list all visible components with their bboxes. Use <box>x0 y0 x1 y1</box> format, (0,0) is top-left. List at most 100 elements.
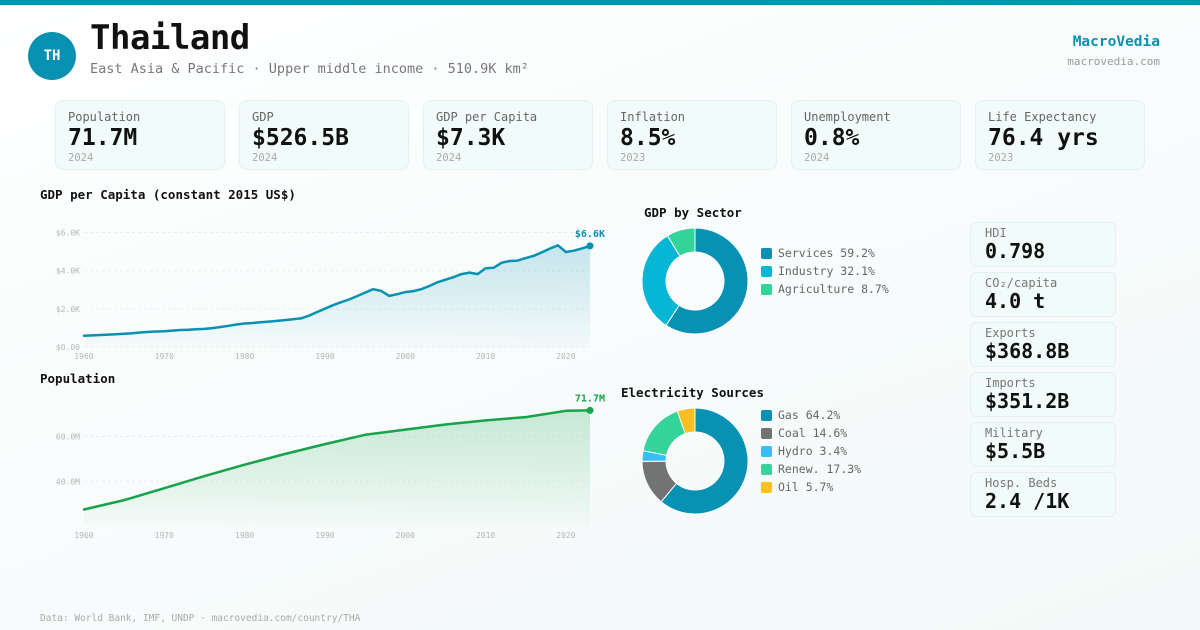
legend-item-industry: Industry 32.1% <box>761 262 889 280</box>
kpi-label: GDP <box>252 110 274 124</box>
legend-item-renewables: Renew. 17.3% <box>761 460 861 478</box>
legend-item-agriculture: Agriculture 8.7% <box>761 280 889 298</box>
stat-label: HDI <box>985 226 1007 240</box>
legend-label: Renew. 17.3% <box>778 462 862 476</box>
legend-item-gas: Gas 64.2% <box>761 406 861 424</box>
gdp-by-sector-legend: Services 59.2% Industry 32.1% Agricultur… <box>761 244 889 298</box>
stat-value: $368.8B <box>985 339 1070 363</box>
kpi-value: $7.3K <box>436 125 506 151</box>
page-title: Thailand <box>90 18 250 58</box>
donut-slice-services <box>665 227 749 335</box>
end-value-label: $6.6K <box>575 229 605 240</box>
x-tick-label: 1980 <box>235 531 254 540</box>
stat-label: Exports <box>985 326 1036 340</box>
donut-slice-oil <box>676 407 696 435</box>
legend-swatch <box>761 481 772 493</box>
gdp-per-capita-chart-title: GDP per Capita (constant 2015 US$) <box>40 187 296 202</box>
kpi-value: 71.7M <box>68 125 138 151</box>
end-value-label: 71.7M <box>575 393 605 404</box>
series-line <box>82 409 592 511</box>
kpi-card-gdp-per-capita: GDP per Capita $7.3K 2024 <box>423 100 593 170</box>
y-tick-label: $0.00 <box>56 343 80 352</box>
x-tick-label: 2020 <box>556 531 575 540</box>
legend-item-hydro: Hydro 3.4% <box>761 442 861 460</box>
kpi-year: 2024 <box>68 152 94 164</box>
gdp-by-sector-title: GDP by Sector <box>644 205 742 220</box>
brand-logo[interactable]: MacroVedia <box>1072 34 1160 50</box>
electricity-sources-legend: Gas 64.2% Coal 14.6% Hydro 3.4% Renew. 1… <box>761 406 861 496</box>
population-chart-title: Population <box>40 371 116 386</box>
kpi-card-gdp: GDP $526.5B 2024 <box>239 100 409 170</box>
kpi-label: Life Expectancy <box>988 110 1097 124</box>
legend-label: Industry 32.1% <box>778 264 875 278</box>
kpi-label: Unemployment <box>804 110 891 124</box>
kpi-card-life-expectancy: Life Expectancy 76.4 yrs 2023 <box>975 100 1145 170</box>
stat-card-military: Military $5.5B <box>970 422 1116 467</box>
donut-slice-gas <box>660 407 749 515</box>
stat-value: 0.798 <box>985 239 1046 263</box>
stat-value: $351.2B <box>985 389 1070 413</box>
stat-value: 4.0 t <box>985 289 1046 313</box>
x-tick-label: 1990 <box>315 352 334 361</box>
series-line <box>82 244 592 337</box>
legend-swatch <box>761 463 772 475</box>
legend-swatch <box>761 445 772 457</box>
legend-item-services: Services 59.2% <box>761 244 889 262</box>
kpi-value: 8.5% <box>620 125 676 151</box>
y-tick-label: 60.0M <box>56 433 80 442</box>
side-stats: HDI 0.798 CO₂/capita 4.0 t Exports $368.… <box>970 222 1116 522</box>
legend-swatch <box>761 283 772 295</box>
x-tick-label: 2000 <box>396 352 415 361</box>
stat-card-exports: Exports $368.8B <box>970 322 1116 367</box>
x-tick-label: 2000 <box>396 531 415 540</box>
x-tick-label: 1970 <box>155 531 174 540</box>
legend-swatch <box>761 247 772 259</box>
stat-card-imports: Imports $351.2B <box>970 372 1116 417</box>
donut-slice-renew <box>642 410 686 456</box>
x-tick-label: 1990 <box>315 531 334 540</box>
stat-label: Hosp. Beds <box>985 476 1058 490</box>
kpi-value: 0.8% <box>804 125 860 151</box>
end-point-marker <box>586 406 594 414</box>
y-tick-label: $4.0K <box>56 267 80 276</box>
kpi-label: Population <box>68 110 141 124</box>
y-tick-label: $2.0K <box>56 305 80 314</box>
legend-label: Hydro 3.4% <box>778 444 848 458</box>
legend-label: Agriculture 8.7% <box>778 282 889 296</box>
donut-slice-agriculture <box>666 227 696 257</box>
kpi-year: 2024 <box>252 152 278 164</box>
legend-swatch <box>761 427 772 439</box>
stat-label: Imports <box>985 376 1036 390</box>
kpi-card-inflation: Inflation 8.5% 2023 <box>607 100 777 170</box>
end-point-marker <box>586 242 594 250</box>
x-tick-label: 1980 <box>235 352 254 361</box>
x-tick-label: 1970 <box>155 352 174 361</box>
kpi-row: Population 71.7M 2024 GDP $526.5B 2024 G… <box>55 100 1145 170</box>
x-tick-label: 1960 <box>74 531 93 540</box>
kpi-year: 2024 <box>804 152 830 164</box>
stat-label: CO₂/capita <box>985 276 1058 290</box>
country-code: TH <box>43 48 61 64</box>
x-tick-label: 2010 <box>476 531 495 540</box>
legend-swatch <box>761 409 772 421</box>
data-source-footer: Data: World Bank, IMF, UNDP · macrovedia… <box>40 613 361 624</box>
stat-card-co2: CO₂/capita 4.0 t <box>970 272 1116 317</box>
kpi-card-population: Population 71.7M 2024 <box>55 100 225 170</box>
electricity-sources-title: Electricity Sources <box>621 385 764 400</box>
x-tick-label: 2020 <box>556 352 575 361</box>
kpi-value: $526.5B <box>252 125 349 151</box>
brand-url[interactable]: macrovedia.com <box>1067 55 1160 68</box>
stat-card-hospital-beds: Hosp. Beds 2.4 /1K <box>970 472 1116 517</box>
y-tick-label: $6.0K <box>56 229 80 238</box>
x-tick-label: 2010 <box>476 352 495 361</box>
legend-label: Coal 14.6% <box>778 426 848 440</box>
stat-label: Military <box>985 426 1043 440</box>
population-chart: 40.0M 60.0M 1960 1970 1980 1990 2000 2010 2020 71… <box>56 393 605 540</box>
kpi-card-unemployment: Unemployment 0.8% 2024 <box>791 100 961 170</box>
legend-item-coal: Coal 14.6% <box>761 424 861 442</box>
donut-slice-industry <box>641 235 681 327</box>
electricity-sources-donut <box>641 407 749 515</box>
legend-item-oil: Oil 5.7% <box>761 478 861 496</box>
top-accent-bar <box>0 0 1200 5</box>
kpi-year: 2023 <box>620 152 646 164</box>
